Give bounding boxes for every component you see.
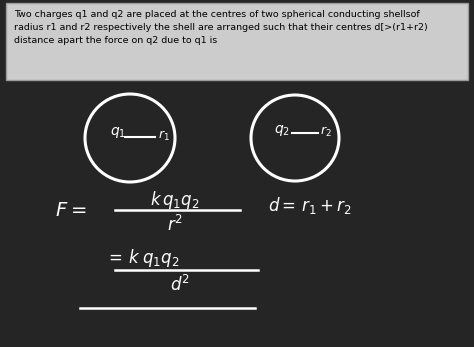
Text: $r_2$: $r_2$ — [320, 125, 332, 139]
Text: $d=\,r_1+r_2$: $d=\,r_1+r_2$ — [268, 195, 352, 215]
Text: $q_2$: $q_2$ — [274, 122, 290, 137]
Text: $r^2$: $r^2$ — [167, 215, 183, 235]
Text: $q_1$: $q_1$ — [110, 125, 126, 139]
FancyBboxPatch shape — [6, 3, 468, 80]
Text: $k\,q_1 q_2$: $k\,q_1 q_2$ — [150, 189, 200, 211]
Text: Two charges q1 and q2 are placed at the centres of two spherical conducting shel: Two charges q1 and q2 are placed at the … — [14, 10, 428, 45]
Text: $=\,k\;q_1 q_2$: $=\,k\;q_1 q_2$ — [105, 247, 180, 269]
Text: $d^2$: $d^2$ — [170, 275, 190, 295]
Text: $r_1$: $r_1$ — [158, 129, 170, 143]
Text: $F=$: $F=$ — [55, 201, 86, 220]
